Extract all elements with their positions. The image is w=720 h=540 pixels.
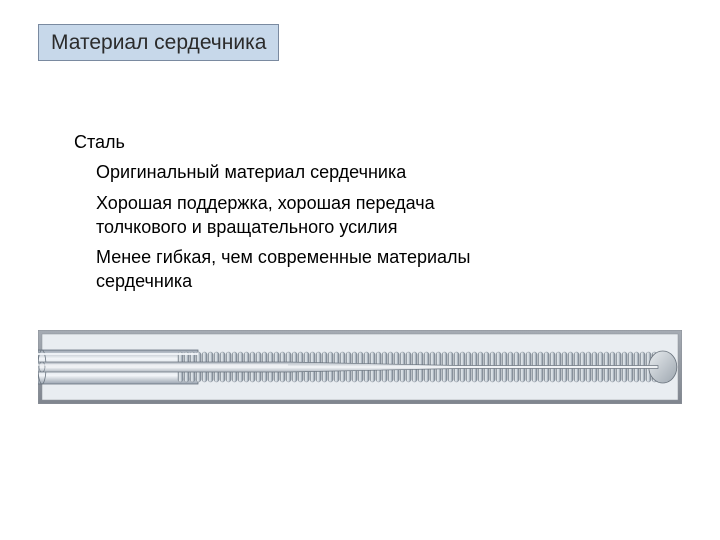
header-box: Материал сердечника (38, 24, 279, 61)
header-text: Материал сердечника (51, 31, 266, 54)
core-figure (38, 330, 682, 404)
core-svg (38, 330, 682, 404)
body-point-2: Менее гибкая, чем современные материалы … (74, 245, 514, 294)
body-point-1: Хорошая поддержка, хорошая передача толч… (74, 191, 514, 240)
body-title: Сталь (74, 130, 514, 154)
body-text: Сталь Оригинальный материал сердечника Х… (74, 130, 514, 300)
body-point-0: Оригинальный материал сердечника (74, 160, 514, 184)
